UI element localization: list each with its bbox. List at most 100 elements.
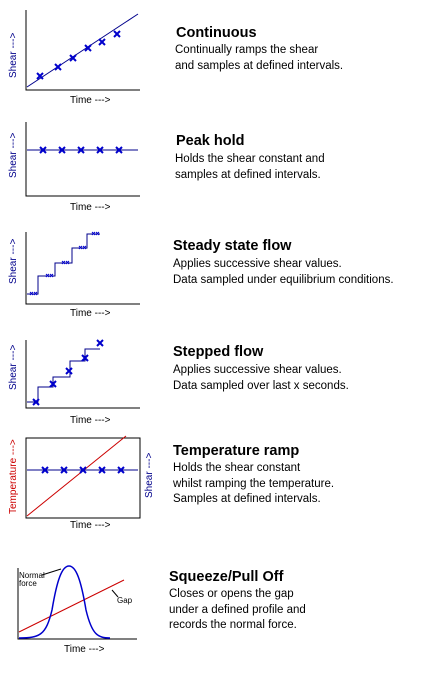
squeeze-pull-off-plot — [17, 565, 137, 640]
panel-stepped-flow: Shear ---> Time ---> Stepped flow Applie… — [0, 328, 448, 434]
gap-pointer — [111, 589, 119, 598]
steady-state-plot — [25, 231, 140, 305]
y-axis-label: Shear ---> — [8, 132, 19, 178]
temperature-ramp-plot — [25, 435, 141, 519]
annotation-line: force — [19, 579, 37, 588]
description-line: records the normal force. — [169, 619, 297, 631]
sample-marker — [65, 367, 73, 375]
stepped-flow-plot — [25, 339, 140, 409]
sample-marker — [61, 260, 66, 265]
panel-description: Holds the shear constant and samples at … — [175, 152, 325, 183]
panel-peak-hold: Shear ---> Time ---> Peak hold Holds the… — [0, 110, 448, 218]
continuous-plot — [25, 10, 140, 91]
sample-marker — [33, 291, 38, 296]
panel-title: Steady state flow — [173, 238, 292, 254]
sample-marker — [113, 30, 121, 38]
gap-line — [18, 579, 125, 633]
description-line: Closes or opens the gap — [169, 588, 294, 600]
panel-title: Continuous — [176, 25, 257, 41]
x-axis-label: Time ---> — [64, 644, 105, 655]
sample-marker — [78, 245, 83, 250]
peak-hold-plot — [25, 122, 140, 197]
description-line: Continually ramps the shear — [175, 44, 319, 56]
description-line: and samples at defined intervals. — [175, 59, 344, 72]
sample-markers — [36, 30, 121, 80]
x-axis-label: Time ---> — [70, 520, 111, 531]
description-line: Holds the shear constant and — [175, 153, 325, 165]
panel-description: Applies successive shear values. Data sa… — [173, 363, 349, 394]
panel-title: Stepped flow — [173, 344, 264, 360]
sample-marker — [45, 273, 50, 278]
description-line: samples at defined intervals. — [175, 168, 321, 181]
shear-axis-label: Shear ---> — [144, 452, 155, 498]
sample-marker — [84, 44, 92, 52]
sample-markers — [39, 146, 123, 154]
panel-title: Peak hold — [176, 133, 245, 149]
panel-continuous: Shear ---> Time ---> Continuous Continua… — [0, 0, 448, 110]
sample-marker — [117, 466, 125, 474]
sample-marker — [58, 146, 66, 154]
sample-marker — [49, 273, 54, 278]
plot-axes — [17, 568, 137, 640]
panel-temperature-ramp: Temperature ---> Shear ---> Time ---> Te… — [0, 434, 448, 540]
description-line: whilst ramping the temperature. — [173, 477, 335, 490]
shear-staircase — [27, 233, 100, 295]
x-axis-label: Time ---> — [70, 415, 111, 426]
plot-frame — [25, 437, 141, 519]
sample-marker — [41, 466, 49, 474]
temperature-axis-label: Temperature ---> — [8, 439, 19, 514]
sample-marker — [81, 354, 89, 362]
description-line: Holds the shear constant — [173, 462, 301, 474]
sample-marker — [54, 63, 62, 71]
sample-marker — [115, 146, 123, 154]
sample-marker — [98, 38, 106, 46]
normal-force-curve — [18, 565, 111, 639]
plot-axes — [25, 340, 140, 409]
shear-ramp-line — [26, 13, 139, 88]
panel-description: Holds the shear constant whilst ramping … — [173, 461, 334, 508]
panel-description: Applies successive shear values. Data sa… — [173, 257, 394, 288]
sample-marker — [65, 260, 70, 265]
sample-marker — [36, 72, 44, 80]
panel-description: Closes or opens the gap under a defined … — [169, 587, 306, 634]
sample-marker — [91, 231, 96, 236]
sample-marker — [49, 380, 57, 388]
description-line: Samples at defined intervals. — [173, 493, 321, 505]
description-line: Applies successive shear values. — [173, 364, 342, 376]
plot-axes — [25, 10, 140, 91]
sample-marker — [95, 231, 100, 236]
description-line: Data sampled over last x seconds. — [173, 379, 349, 392]
sample-marker — [96, 146, 104, 154]
sample-marker — [79, 466, 87, 474]
shear-staircase — [27, 348, 100, 403]
y-axis-label: Shear ---> — [8, 344, 19, 390]
sample-markers — [41, 466, 125, 474]
annotation-line: Normal — [19, 571, 45, 580]
sample-marker — [32, 398, 40, 406]
sample-markers — [32, 339, 104, 406]
temperature-ramp-line — [26, 435, 127, 517]
description-line: Applies successive shear values. — [173, 258, 342, 270]
panel-steady-state-flow: Shear ---> Time ---> Steady state flow A… — [0, 218, 448, 328]
sample-marker — [77, 146, 85, 154]
x-axis-label: Time ---> — [70, 202, 111, 213]
plot-axes — [25, 122, 140, 197]
normal-force-annotation: Normal force — [19, 572, 45, 588]
plot-axes — [25, 232, 140, 305]
y-axis-label: Shear ---> — [8, 238, 19, 284]
x-axis-label: Time ---> — [70, 95, 111, 106]
panel-description: Continually ramps the shear and samples … — [175, 43, 343, 74]
panel-squeeze-pull-off: Normal force Gap Time ---> Squeeze/Pull … — [0, 540, 448, 678]
y-axis-label: Shear ---> — [8, 32, 19, 78]
x-axis-label: Time ---> — [70, 308, 111, 319]
sample-marker — [60, 466, 68, 474]
sample-markers — [29, 231, 100, 296]
description-line: under a defined profile and — [169, 603, 306, 616]
sample-marker — [69, 54, 77, 62]
description-line: Data sampled under equilibrium condition… — [173, 273, 394, 286]
gap-annotation: Gap — [117, 596, 133, 605]
sample-marker — [98, 466, 106, 474]
sample-marker — [39, 146, 47, 154]
sample-marker — [29, 291, 34, 296]
panel-title: Temperature ramp — [173, 443, 300, 459]
